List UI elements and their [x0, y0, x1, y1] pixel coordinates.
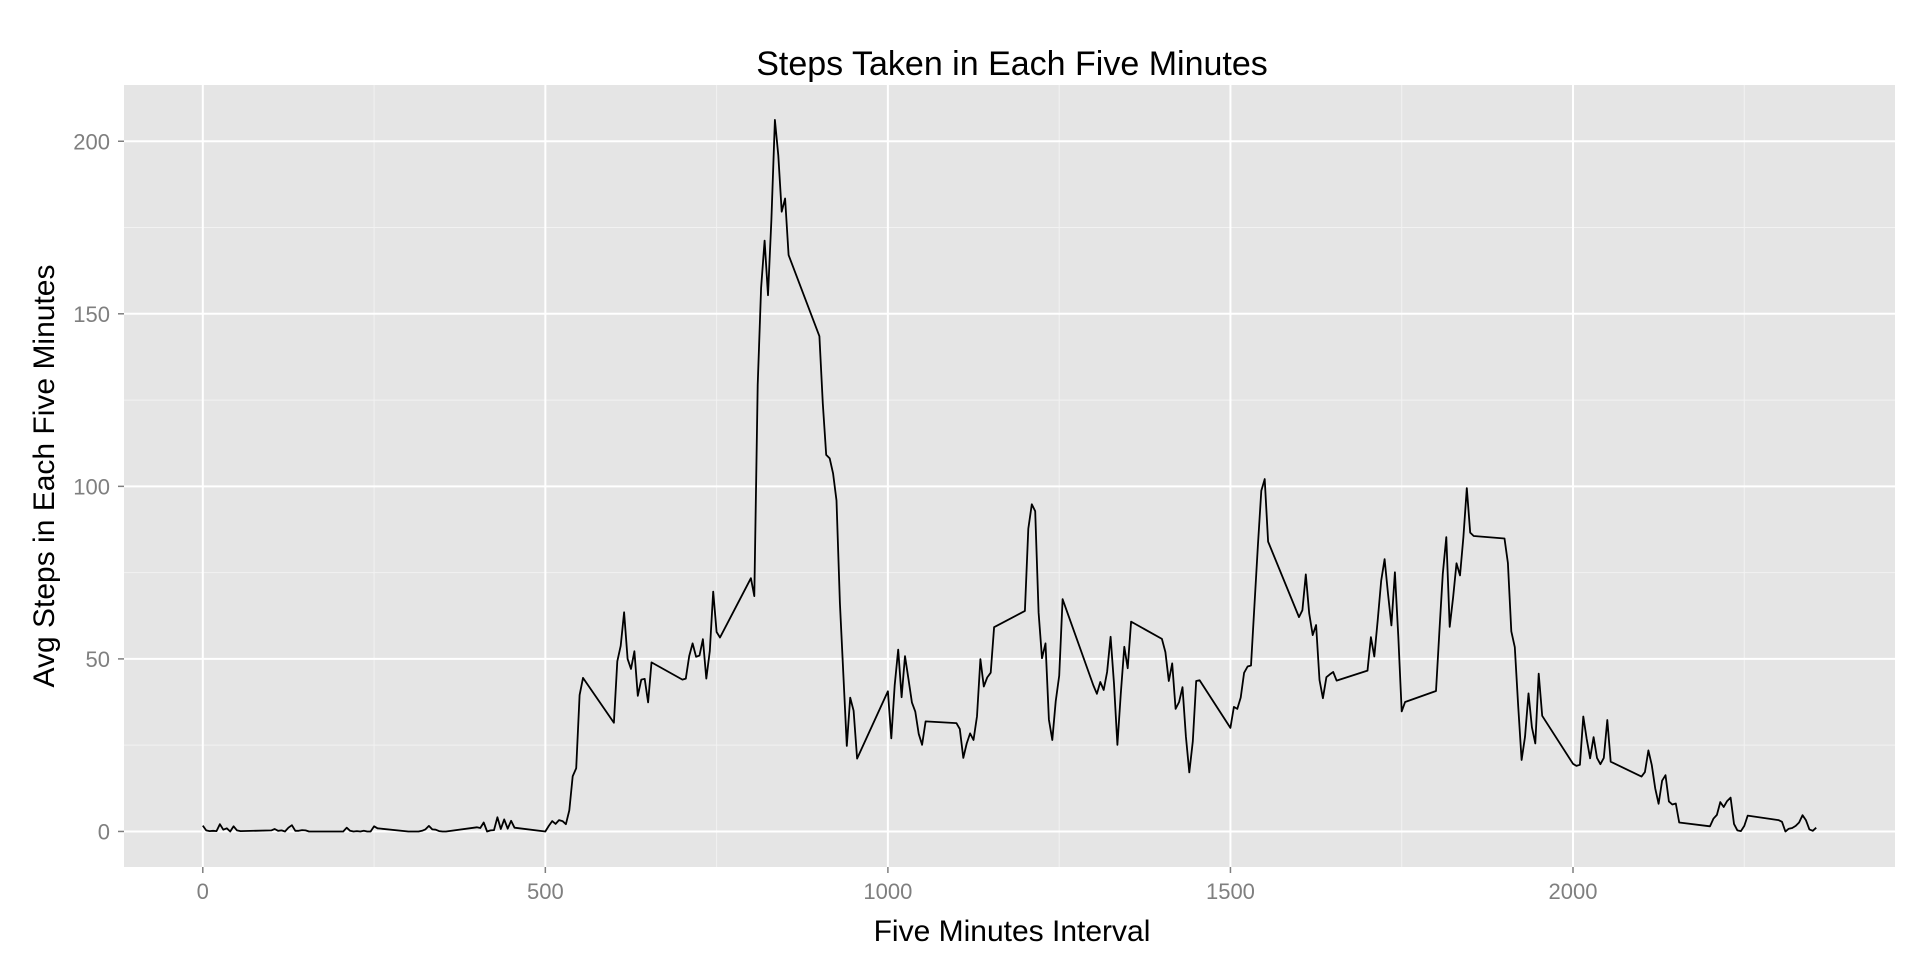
x-tick-label: 2000	[1549, 879, 1598, 904]
x-tick-label: 500	[527, 879, 564, 904]
y-tick-label: 0	[98, 819, 110, 844]
x-tick-label: 0	[197, 879, 209, 904]
x-axis-title: Five Minutes Interval	[874, 915, 1151, 948]
x-tick-label: 1500	[1206, 879, 1255, 904]
plot-panel	[124, 85, 1895, 867]
series-layer	[202, 119, 1817, 833]
y-axis-title: Avg Steps in Each Five Minutes	[28, 265, 61, 688]
y-tick-label: 100	[73, 474, 110, 499]
y-tick-label: 200	[73, 129, 110, 154]
tick-layer: 0 500 1000 1500 2000 0 50 100 150 200	[73, 129, 1597, 904]
x-tick-label: 1000	[863, 879, 912, 904]
minor-gridlines	[124, 85, 1895, 867]
chart-title: Steps Taken in Each Five Minutes	[756, 45, 1268, 83]
y-tick-label: 150	[73, 302, 110, 327]
series-line-0	[202, 119, 1817, 833]
y-tick-label: 50	[86, 647, 110, 672]
major-gridlines	[124, 85, 1895, 867]
